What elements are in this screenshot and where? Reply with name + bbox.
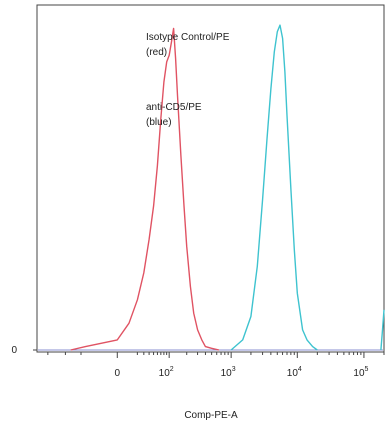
annotation-cd5: anti-CD5/PE (blue) [146,100,202,130]
series-line-2 [380,309,385,351]
annotation-isotype-line1: Isotype Control/PE [146,32,230,43]
series-line-1 [230,24,318,351]
x-axis-title: Comp-PE-A [184,410,238,421]
series-line-0 [70,27,220,351]
x-tick-label: 102 [159,366,174,379]
x-tick-label: 0 [115,368,121,379]
annotation-cd5-line2: (blue) [146,117,172,128]
y-tick-label: 0 [11,345,17,356]
x-tick-label: 104 [287,366,302,379]
annotation-cd5-line1: anti-CD5/PE [146,102,202,113]
annotation-isotype-line2: (red) [146,47,168,58]
x-tick-label: 105 [353,366,368,379]
x-tick-label: 103 [221,366,236,379]
annotation-isotype: Isotype Control/PE (red) [146,30,229,60]
